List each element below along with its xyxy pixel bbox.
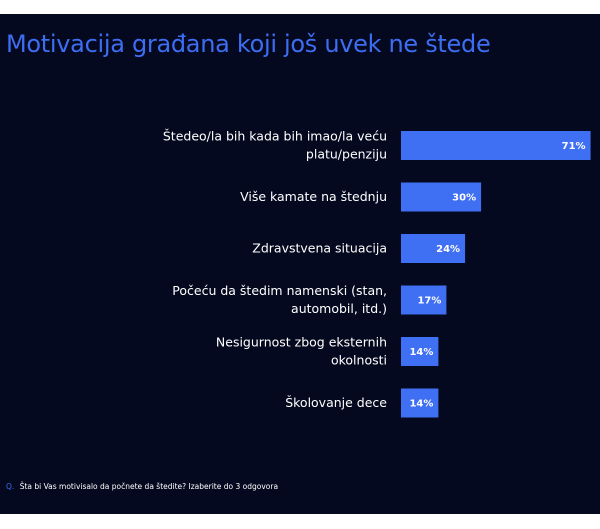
value-label-0: 71% [562, 141, 586, 152]
page-title: Motivacija građana koji još uvek ne šted… [6, 30, 491, 58]
category-label-0-line-0: Štedeo/la bih kada bih imao/la veću [163, 129, 387, 144]
footnote-marker: Q. [6, 482, 15, 491]
category-label-5-line-0: Školovanje dece [285, 395, 387, 410]
bar-2 [401, 234, 466, 263]
value-label-2: 24% [436, 244, 460, 255]
bar-0 [401, 131, 591, 160]
slide-background: Motivacija građana koji još uvek ne šted… [0, 14, 600, 514]
bar-chart: 71% Štedeo/la bih kada bih imao/la veću pl… [163, 129, 591, 418]
category-label-2-line-0: Zdravstvena situacija [252, 241, 387, 256]
footnote-text: Šta bi Vas motivisalo da počnete da šted… [19, 482, 279, 491]
footnote: Q. Šta bi Vas motivisalo da počnete da š… [6, 482, 278, 491]
category-label-4-line-0: Nesigurnost zbog eksternih [216, 335, 387, 350]
category-label-1-line-0: Više kamate na štednju [240, 189, 387, 204]
value-label-1: 30% [452, 193, 476, 204]
value-label-4: 14% [409, 347, 433, 358]
category-label-4-line-1: okolnosti [331, 353, 387, 368]
bar-4 [401, 337, 439, 366]
value-label-3: 17% [417, 296, 441, 307]
category-label-3-line-0: Počeću da štedim namenski (stan, [172, 283, 387, 298]
bar-1 [401, 182, 482, 212]
category-label-0-line-1: platu/penziju [306, 147, 387, 162]
category-label-3-line-1: automobil, itd.) [291, 301, 387, 316]
bar-5 [401, 388, 439, 418]
bar-3 [401, 285, 447, 315]
value-label-5: 14% [409, 399, 433, 410]
